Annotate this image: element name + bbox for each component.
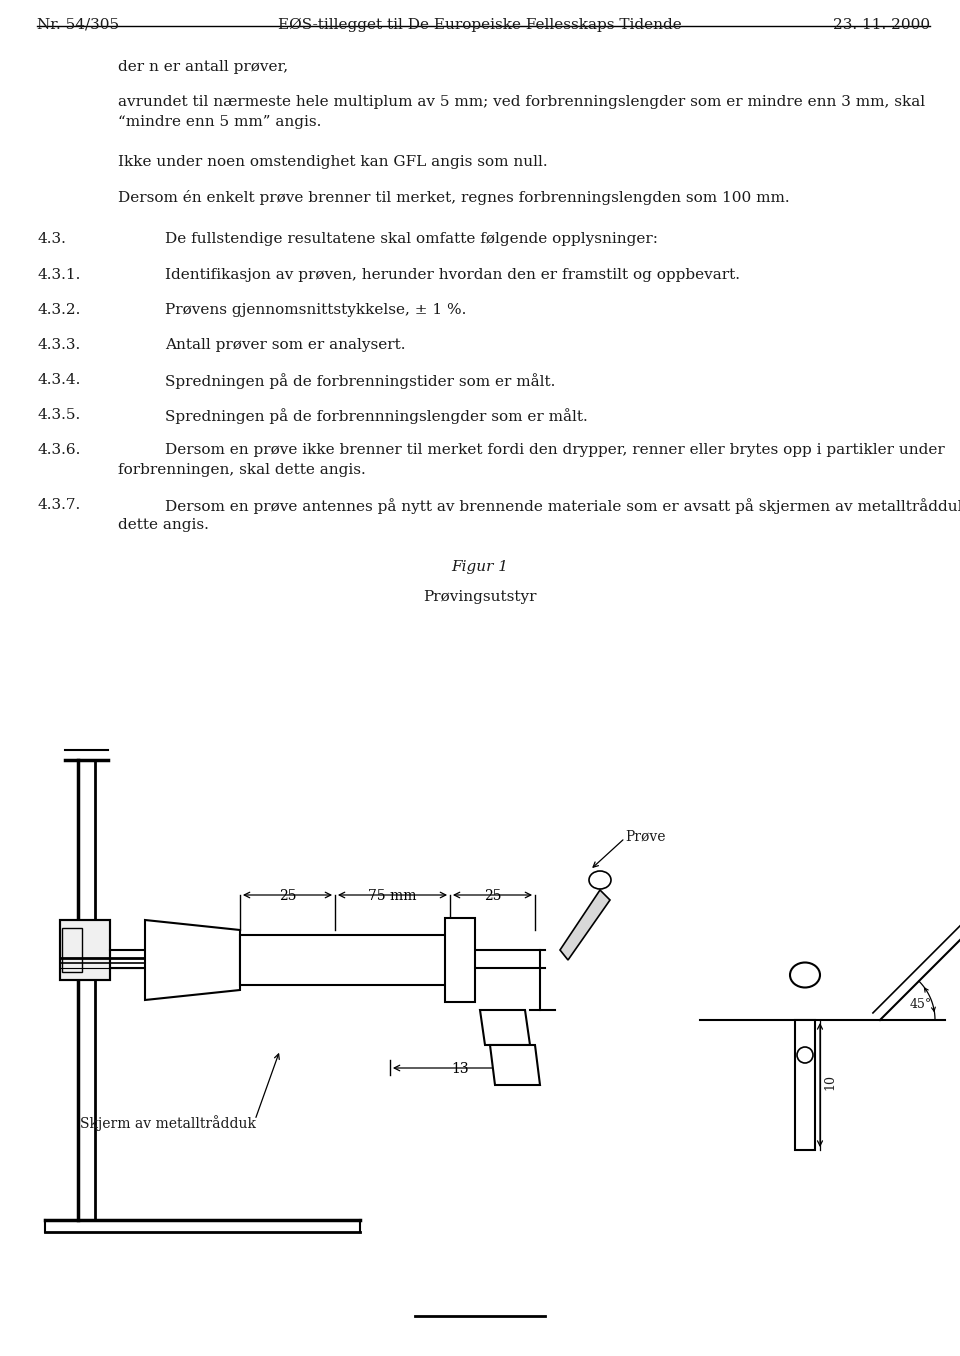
Bar [445, 918, 475, 1002]
Text: 13: 13 [451, 1062, 468, 1077]
Text: EØS-tillegget til De Europeiske Fellesskaps Tidende: EØS-tillegget til De Europeiske Fellessk… [278, 18, 682, 33]
Text: Spredningen på de forbrennningslengder som er målt.: Spredningen på de forbrennningslengder s… [165, 408, 588, 424]
Text: Spredningen på de forbrenningstider som er målt.: Spredningen på de forbrenningstider som … [165, 373, 556, 389]
Text: 4.3.4.: 4.3.4. [37, 373, 81, 386]
Text: dette angis.: dette angis. [118, 518, 209, 532]
Text: De fullstendige resultatene skal omfatte følgende opplysninger:: De fullstendige resultatene skal omfatte… [165, 232, 658, 245]
Text: 4.3.6.: 4.3.6. [37, 443, 81, 457]
Text: Prøvens gjennomsnittstykkelse, ± 1 %.: Prøvens gjennomsnittstykkelse, ± 1 %. [165, 302, 467, 317]
Text: 75 mm: 75 mm [369, 890, 417, 903]
Polygon shape [560, 890, 610, 960]
Bar [62, 928, 82, 972]
Polygon shape [145, 919, 240, 999]
Text: 25: 25 [278, 890, 297, 903]
Text: Dersom en prøve ikke brenner til merket fordi den drypper, renner eller brytes o: Dersom en prøve ikke brenner til merket … [165, 443, 945, 457]
Text: 4.3.5.: 4.3.5. [37, 408, 81, 422]
Text: forbrenningen, skal dette angis.: forbrenningen, skal dette angis. [118, 462, 366, 477]
Bar [60, 919, 110, 980]
Bar [60, 919, 110, 980]
Bar [795, 1020, 815, 1150]
Text: 4.3.: 4.3. [37, 232, 66, 245]
Text: Prøve: Prøve [625, 830, 665, 843]
Text: 25: 25 [484, 890, 501, 903]
Text: Skjerm av metalltrådduk: Skjerm av metalltrådduk [80, 1115, 256, 1131]
Text: 4.3.7.: 4.3.7. [37, 498, 81, 513]
Text: Antall prøver som er analysert.: Antall prøver som er analysert. [165, 338, 405, 353]
Polygon shape [240, 936, 450, 984]
Polygon shape [480, 1010, 530, 1045]
Text: Ikke under noen omstendighet kan GFL angis som null.: Ikke under noen omstendighet kan GFL ang… [118, 155, 547, 170]
Text: Dersom én enkelt prøve brenner til merket, regnes forbrenningslengden som 100 mm: Dersom én enkelt prøve brenner til merke… [118, 190, 790, 205]
Text: 4.3.2.: 4.3.2. [37, 302, 81, 317]
Text: 4.3.3.: 4.3.3. [37, 338, 81, 353]
Text: Prøvingsutstyr: Prøvingsutstyr [423, 590, 537, 603]
Text: Dersom en prøve antennes på nytt av brennende materiale som er avsatt på skjerme: Dersom en prøve antennes på nytt av bren… [165, 498, 960, 514]
Text: Identifikasjon av prøven, herunder hvordan den er framstilt og oppbevart.: Identifikasjon av prøven, herunder hvord… [165, 268, 740, 282]
Text: Nr. 54/305: Nr. 54/305 [37, 18, 119, 33]
Text: 23. 11. 2000: 23. 11. 2000 [833, 18, 930, 33]
Text: der n er antall prøver,: der n er antall prøver, [118, 60, 288, 75]
Text: 4.3.1.: 4.3.1. [37, 268, 81, 282]
Polygon shape [490, 1045, 540, 1085]
Text: avrundet til nærmeste hele multiplum av 5 mm; ved forbrenningslengder som er min: avrundet til nærmeste hele multiplum av … [118, 95, 925, 108]
Text: 45°: 45° [910, 998, 932, 1012]
Text: 10: 10 [824, 1074, 836, 1090]
Text: “mindre enn 5 mm” angis.: “mindre enn 5 mm” angis. [118, 115, 322, 129]
Text: Figur 1: Figur 1 [451, 560, 509, 574]
